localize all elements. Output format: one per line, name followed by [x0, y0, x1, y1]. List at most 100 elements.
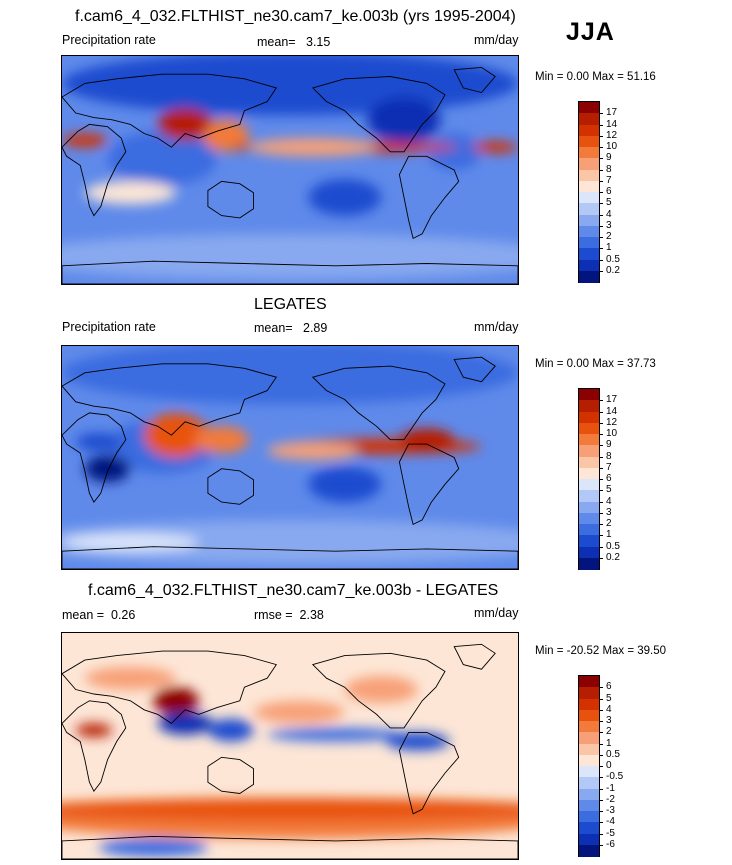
panel1-units: mm/day [474, 33, 519, 47]
colorbar-tick-label: 10 [606, 141, 618, 152]
panel1-mean-label: mean= 3.15 [257, 35, 331, 49]
colorbar-swatch [579, 501, 599, 514]
coastline [62, 700, 127, 793]
colorbar-swatch [579, 687, 599, 699]
colorbar-tickmark [599, 732, 603, 734]
map-field-region [62, 533, 199, 552]
colorbar-swatch [579, 237, 599, 249]
colorbar-tickmark [599, 225, 603, 227]
panel3-units: mm/day [474, 606, 519, 620]
panel2-map-svg [62, 346, 518, 569]
colorbar-tickmark [599, 270, 603, 272]
colorbar-swatch [579, 456, 599, 469]
colorbar-tickmark [599, 192, 603, 193]
map-field-region [344, 675, 418, 704]
colorbar-tick-label: -3 [606, 805, 615, 816]
panel3-map-svg [62, 633, 518, 859]
coastline [207, 468, 254, 505]
colorbar-tickmark [599, 237, 603, 238]
colorbar-tick-label: 6 [606, 681, 612, 693]
colorbar-tick-label: 0.5 [606, 540, 620, 552]
map-field-region [84, 666, 176, 690]
colorbar-tick-label: 0 [606, 760, 612, 771]
colorbar-tick-label: 5 [606, 197, 612, 209]
coastline [207, 180, 254, 219]
map-field-region [399, 428, 455, 451]
colorbar-tickmark [599, 535, 603, 537]
colorbar-swatch [579, 389, 599, 401]
panel1-colorbar: 17 14 12 10 9 8 7 6 5 4 3 2 1 0.5 0.2 [578, 101, 620, 283]
colorbar-swatch [579, 248, 599, 260]
panel3-rmse-label: rmse = 2.38 [254, 608, 324, 622]
colorbar-tick-label: 17 [606, 394, 618, 406]
panel3-minmax: Min = -20.52 Max = 39.50 [535, 645, 667, 657]
coastline [62, 363, 278, 436]
coastline [398, 731, 460, 815]
colorbar-tickmark [599, 479, 603, 480]
coastline [453, 643, 496, 670]
colorbar-swatch [579, 535, 599, 547]
colorbar-swatch [579, 844, 599, 857]
colorbar-tickmark [599, 456, 603, 458]
map-field-region [98, 838, 208, 857]
colorbar-tickmark [599, 512, 603, 514]
colorbar-swatch [579, 158, 599, 170]
map-field-region [426, 133, 482, 170]
map-field-region [472, 141, 518, 153]
colorbar-tickmark [599, 434, 603, 435]
colorbar-tickmark [599, 422, 603, 424]
colorbar-tick-label: 7 [606, 174, 612, 186]
colorbar-tickmark [599, 490, 603, 492]
map-field-region [62, 233, 518, 280]
colorbar-tickmark [599, 135, 603, 137]
colorbar-tickmark [599, 180, 603, 182]
colorbar-tickmark [599, 811, 603, 812]
panel2-minmax: Min = 0.00 Max = 37.73 [535, 358, 656, 370]
colorbar-tick-label: -6 [606, 838, 615, 850]
colorbar-tick-label: 1 [606, 242, 612, 254]
map-field-region [308, 179, 382, 216]
colorbar-swatch [579, 811, 599, 823]
coastline [62, 835, 518, 859]
coastline [62, 260, 518, 284]
colorbar-swatch [579, 799, 599, 812]
colorbar-tick-label: 3 [606, 219, 612, 231]
colorbar-tick-label: 8 [606, 450, 612, 462]
colorbar-tickmark [599, 777, 603, 779]
colorbar-swatch [579, 102, 599, 114]
colorbar-tickmark [599, 524, 603, 525]
colorbar-tick-label: 2 [606, 726, 612, 738]
panel1-variable-label: Precipitation rate [62, 33, 156, 47]
map-field-region [157, 712, 213, 735]
panel1-mean-value: 3.15 [306, 35, 331, 49]
colorbar-tick-label: 4 [606, 495, 612, 507]
colorbar-swatch [579, 833, 599, 846]
panel3-mean-label: mean = 0.26 [62, 608, 136, 622]
map-field-region [84, 181, 176, 205]
colorbar-tick-label: 3 [606, 715, 612, 726]
coastline [62, 73, 278, 148]
colorbar-tick-label: -1 [606, 782, 615, 794]
colorbar-tick-label: 14 [606, 118, 618, 130]
colorbar-swatch [579, 512, 599, 525]
colorbar-tick-label: 0.2 [606, 264, 620, 276]
colorbar-swatch [579, 270, 599, 283]
panel2-mean-value: 2.89 [303, 321, 328, 335]
panel1-minmax: Min = 0.00 Max = 51.16 [535, 71, 656, 83]
map-field-region [194, 426, 249, 454]
colorbar-tick-label: 6 [606, 473, 612, 484]
coastline [62, 650, 278, 724]
map-field-region [62, 133, 108, 148]
coastline [62, 412, 127, 503]
panel3-colorbar: 6 5 4 3 2 1 0.5 0 -0.5 -1 -2 -3 -4 -5 -6 [578, 675, 623, 857]
colorbar-tickmark [599, 124, 603, 126]
colorbar-swatch [579, 777, 599, 789]
colorbar-tick-label: 0.5 [606, 253, 620, 265]
coastline [453, 356, 496, 383]
colorbar-tick-label: 1 [606, 737, 612, 749]
colorbar-tick-label: 9 [606, 152, 612, 164]
colorbar-swatch [579, 754, 599, 767]
colorbar-tickmark [599, 822, 603, 824]
map-field-region [248, 138, 377, 157]
colorbar-swatch [579, 124, 599, 137]
